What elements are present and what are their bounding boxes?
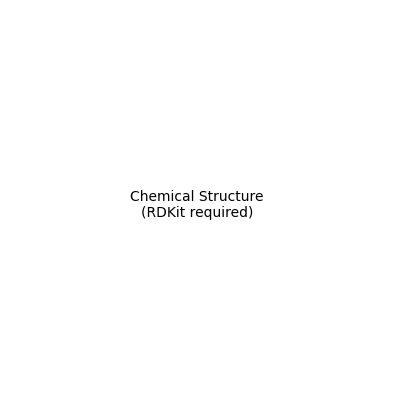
Text: Chemical Structure
(RDKit required): Chemical Structure (RDKit required) (130, 190, 264, 220)
